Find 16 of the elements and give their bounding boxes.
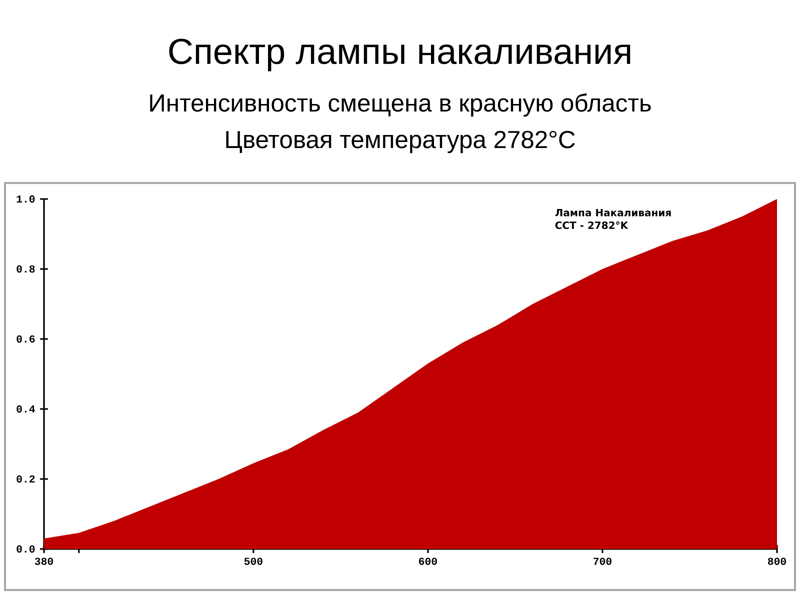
text: Цветовая температура 2782°C (226, 130, 575, 154)
y-tick-label: 0.0 (16, 545, 35, 553)
x-tick-label: 500 (244, 558, 262, 565)
chart-title: Спектр лампы накаливания (169, 38, 630, 72)
x-tick-label: 600 (419, 558, 437, 565)
y-tick-label: 0.6 (16, 335, 35, 343)
annotation: CCT - 2782°K (555, 221, 628, 230)
chart-subtitle: Интенсивность смещена в красную область (150, 93, 651, 117)
x-tick-label: 380 (34, 558, 53, 565)
y-tick-label: 0.4 (16, 405, 35, 413)
x-tick-label: 700 (594, 558, 612, 565)
annotation: Лампа Накаливания (555, 208, 671, 216)
x-tick-label: 800 (768, 558, 786, 565)
y-tick-label: 0.8 (16, 265, 35, 273)
y-tick-label: 0.2 (16, 475, 35, 483)
y-tick-label: 1.0 (16, 195, 35, 203)
